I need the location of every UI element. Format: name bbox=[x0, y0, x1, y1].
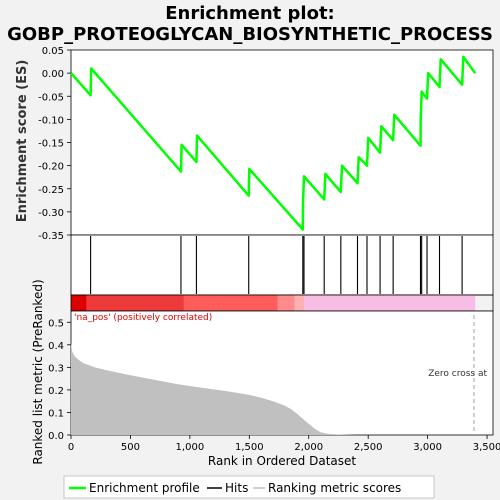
metric-y-tick-label: 0.3 bbox=[48, 363, 64, 374]
es-y-tick-label: -0.05 bbox=[38, 92, 64, 103]
es-y-tick-label: -0.10 bbox=[38, 115, 64, 126]
es-y-tick-label: -0.30 bbox=[38, 208, 64, 219]
es-y-tick-label: -0.20 bbox=[38, 162, 64, 173]
enrichment-profile-line bbox=[70, 55, 477, 231]
x-tick-label: 3,500 bbox=[473, 442, 500, 453]
es-y-axis: 0.05 0.00 -0.05 -0.10 -0.15 -0.20 -0.25 -0.30 -0… bbox=[38, 46, 71, 242]
x-tick-label: 2,000 bbox=[294, 442, 323, 453]
rank-bar-segment bbox=[303, 295, 476, 311]
x-tick-label: 0 bbox=[68, 442, 74, 453]
rank-bar-segment bbox=[71, 295, 87, 311]
rank-bar-segment bbox=[294, 295, 304, 311]
metric-y-tick-label: 0.0 bbox=[48, 431, 64, 442]
hits-plot-area bbox=[70, 234, 494, 296]
metric-y-axis: 0.0 0.1 0.2 0.3 0.4 0.5 bbox=[48, 318, 71, 442]
es-y-tick-label: 0.00 bbox=[42, 69, 64, 80]
chart-title-line-2: GOBP_PROTEOGLYCAN_BIOSYNTHETIC_PROCESS bbox=[7, 24, 493, 45]
x-tick-label: 1,500 bbox=[235, 442, 264, 453]
zero-cross-label: Zero cross at bbox=[428, 369, 487, 379]
ranking-metric-area bbox=[71, 342, 476, 435]
legend-hits-label: Hits bbox=[225, 481, 248, 495]
x-axis: 0 500 1,000 1,500 2,000 2,500 3,000 3,500 bbox=[68, 435, 500, 453]
rank-bar-segment bbox=[86, 295, 184, 311]
x-tick-label: 1,000 bbox=[176, 442, 205, 453]
hits-marks bbox=[90, 236, 463, 294]
es-y-axis-label: Enrichment score (ES) bbox=[15, 60, 30, 223]
metric-y-axis-label: Ranked list metric (PreRanked) bbox=[31, 279, 45, 464]
positive-correlation-label: 'na_pos' (positively correlated) bbox=[74, 313, 212, 323]
legend-metric-label: Ranking metric scores bbox=[268, 481, 401, 495]
metric-y-tick-label: 0.1 bbox=[48, 408, 64, 419]
chart-title-line-1: Enrichment plot: bbox=[165, 3, 335, 24]
ranking-color-bar bbox=[71, 295, 476, 311]
rank-bar-segment bbox=[183, 295, 278, 311]
legend-box bbox=[63, 475, 435, 499]
legend: Enrichment profile Hits Ranking metric s… bbox=[63, 475, 435, 499]
x-axis-label: Rank in Ordered Dataset bbox=[208, 454, 356, 468]
metric-y-tick-label: 0.5 bbox=[48, 318, 64, 329]
metric-y-tick-label: 0.4 bbox=[48, 341, 64, 352]
es-y-tick-label: 0.05 bbox=[42, 46, 64, 57]
metric-y-tick-label: 0.2 bbox=[48, 386, 64, 397]
rank-bar-segment bbox=[277, 295, 295, 311]
es-y-tick-label: -0.35 bbox=[38, 231, 64, 242]
x-tick-label: 2,500 bbox=[354, 442, 383, 453]
es-y-tick-label: -0.15 bbox=[38, 139, 64, 150]
legend-enrichment-label: Enrichment profile bbox=[89, 481, 200, 495]
x-tick-label: 3,000 bbox=[413, 442, 442, 453]
es-y-tick-label: -0.25 bbox=[38, 185, 64, 196]
x-tick-label: 500 bbox=[121, 442, 140, 453]
